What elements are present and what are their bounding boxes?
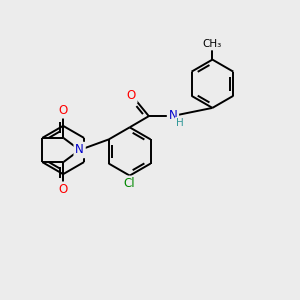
Text: Cl: Cl bbox=[124, 177, 136, 190]
Text: O: O bbox=[59, 183, 68, 196]
Text: N: N bbox=[75, 143, 84, 157]
Text: O: O bbox=[59, 104, 68, 117]
Text: N: N bbox=[169, 109, 177, 122]
Text: O: O bbox=[127, 89, 136, 102]
Text: H: H bbox=[176, 118, 184, 128]
Text: CH₃: CH₃ bbox=[203, 39, 222, 49]
